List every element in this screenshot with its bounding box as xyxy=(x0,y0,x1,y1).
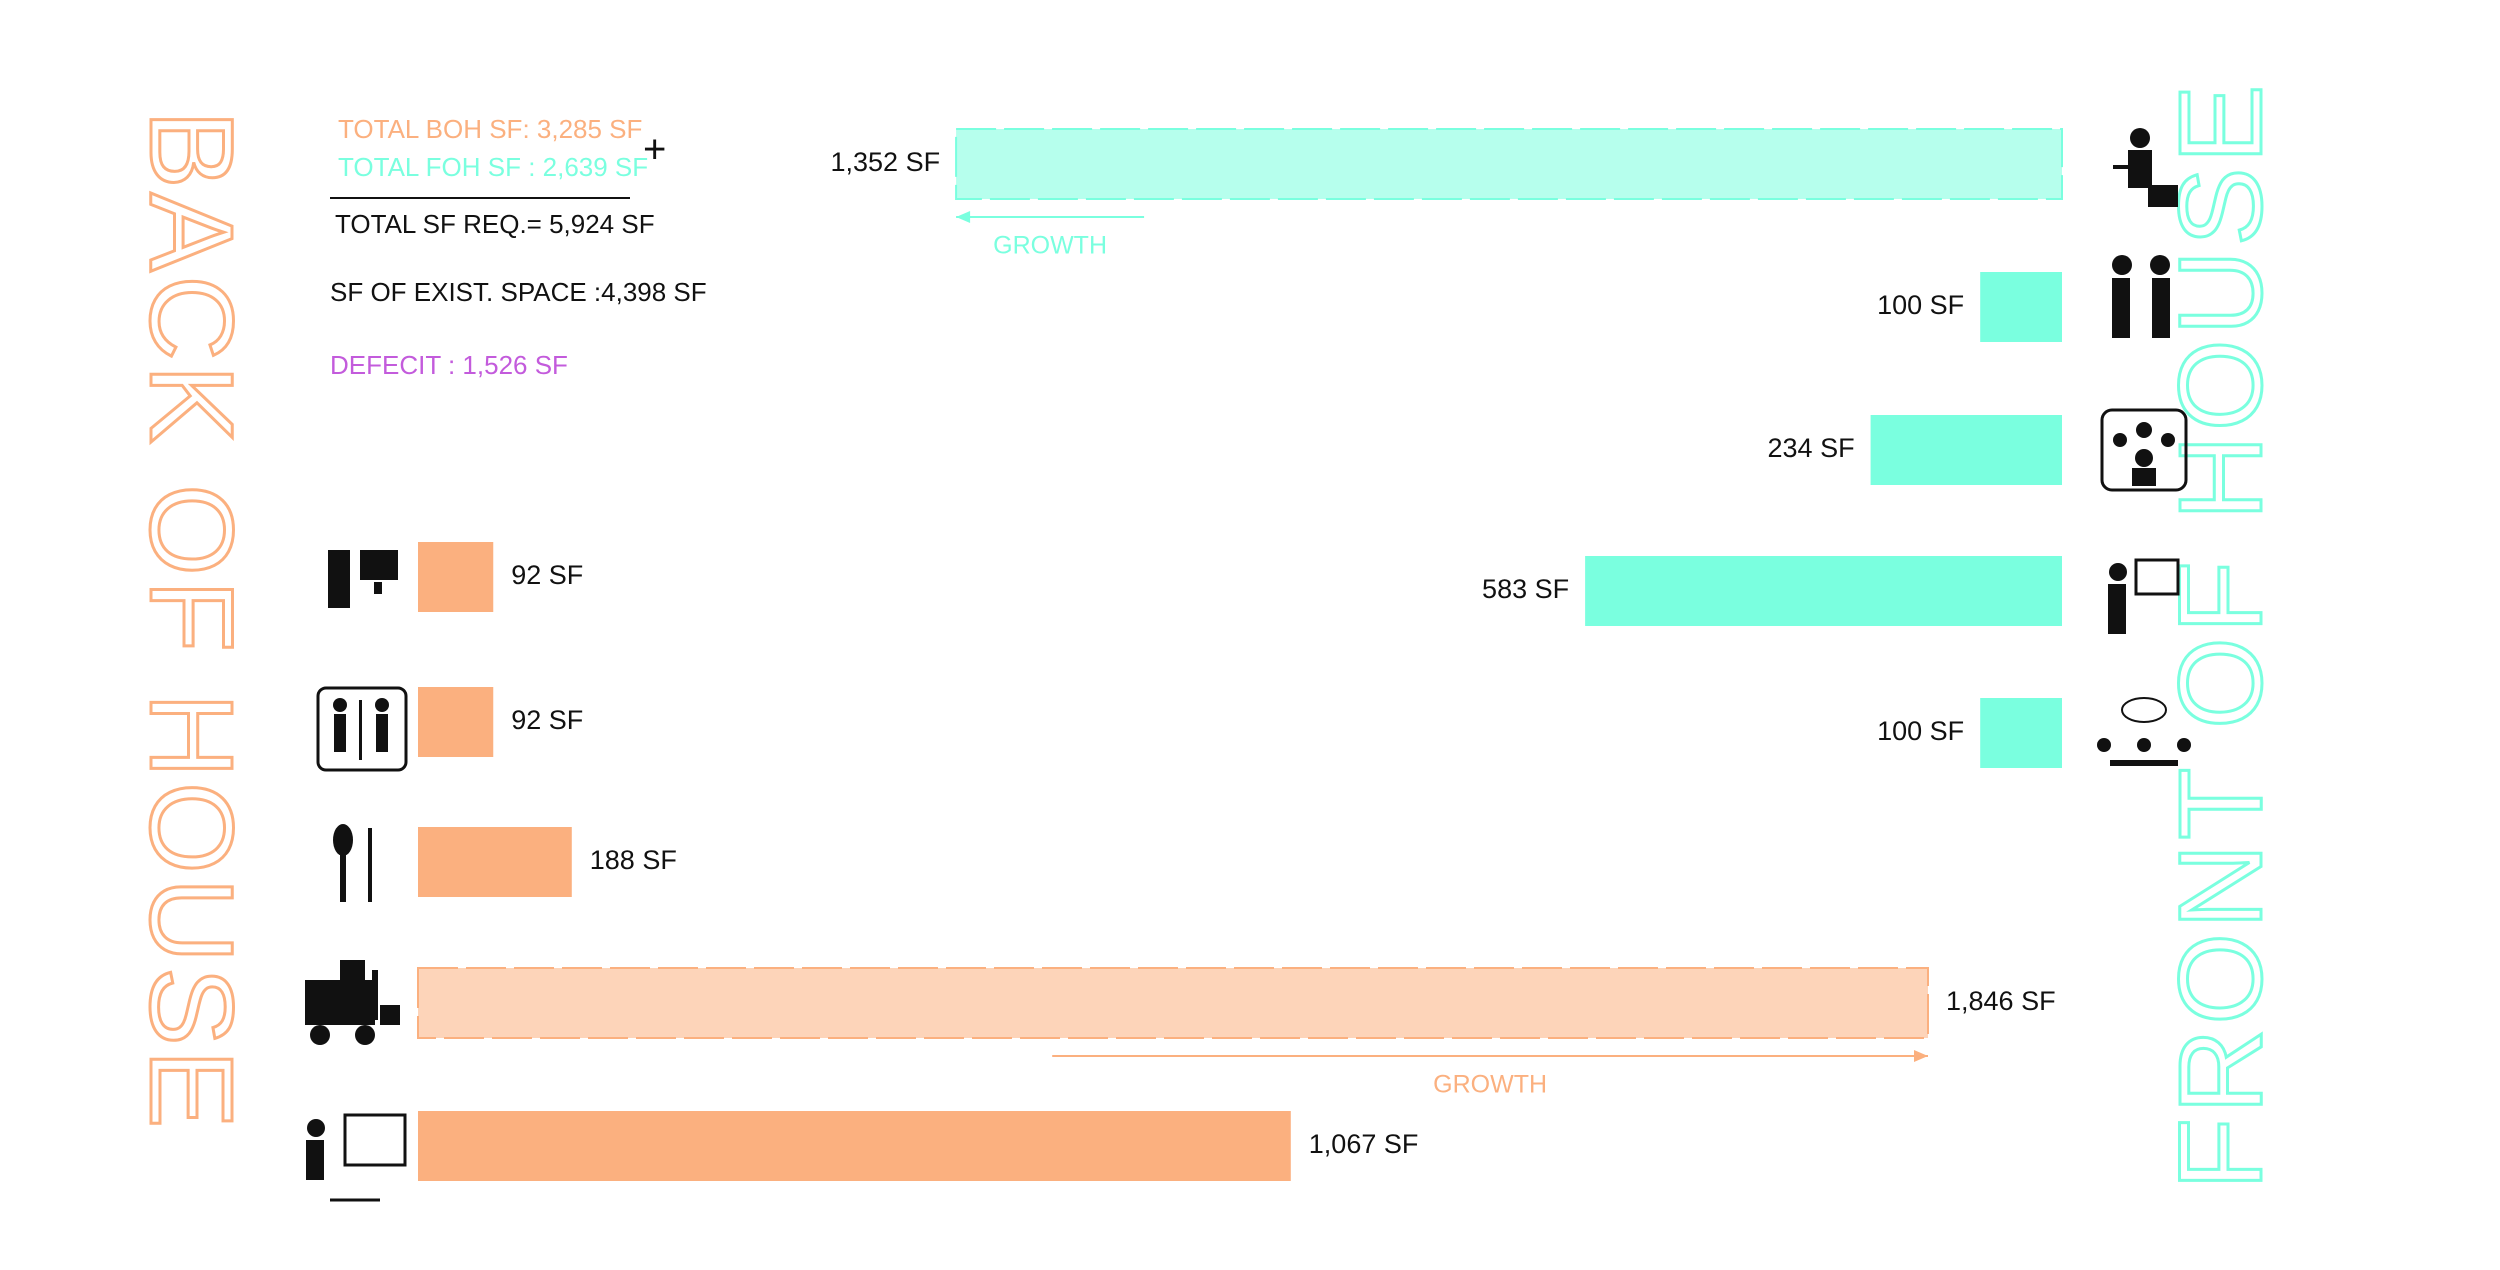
growth-label: GROWTH xyxy=(993,232,1107,260)
right-title: FRONT OF HOUSE xyxy=(2155,81,2287,1190)
value-label: 1,846 SF xyxy=(1946,986,2056,1016)
arrow-head xyxy=(956,211,971,223)
foh-total: TOTAL FOH SF : 2,639 SF xyxy=(338,152,648,182)
growth-label: GROWTH xyxy=(1433,1071,1547,1099)
icon xyxy=(2113,128,2178,207)
boh-total: TOTAL BOH SF: 3,285 SF xyxy=(338,114,642,144)
icon xyxy=(2097,697,2191,766)
plus-sign: + xyxy=(643,128,666,172)
deficit: DEFECIT : 1,526 SF xyxy=(330,350,568,380)
existing-space: SF OF EXIST. SPACE :4,398 SF xyxy=(330,277,707,307)
value-label: 92 SF xyxy=(511,705,583,735)
icon xyxy=(316,686,408,772)
total-required: TOTAL SF REQ.= 5,924 SF xyxy=(335,209,655,239)
bar xyxy=(418,542,494,612)
bar xyxy=(1870,415,2062,485)
icon xyxy=(305,960,400,1045)
bar xyxy=(418,1111,1291,1181)
arrow-head xyxy=(1914,1050,1928,1062)
value-label: 1,067 SF xyxy=(1309,1129,1419,1159)
value-label: 100 SF xyxy=(1877,290,1964,320)
bar xyxy=(1980,272,2062,342)
bar xyxy=(418,687,494,757)
value-label: 583 SF xyxy=(1482,574,1569,604)
icon xyxy=(333,824,372,902)
value-label: 1,352 SF xyxy=(831,147,941,177)
bar xyxy=(955,128,2064,200)
value-label: 100 SF xyxy=(1877,716,1964,746)
icons xyxy=(305,128,2191,1202)
icon xyxy=(2108,558,2180,634)
value-label: 188 SF xyxy=(590,845,677,875)
icon xyxy=(328,550,398,608)
icon xyxy=(2100,408,2188,492)
bar xyxy=(418,827,572,897)
icon xyxy=(306,1113,407,1202)
value-label: 234 SF xyxy=(1768,433,1855,463)
left-title: BACK OF HOUSE xyxy=(125,110,257,1132)
bar xyxy=(1980,698,2062,768)
value-label: 92 SF xyxy=(511,560,583,590)
bar xyxy=(1585,556,2062,626)
icon xyxy=(2112,255,2170,338)
bar xyxy=(417,967,1929,1039)
